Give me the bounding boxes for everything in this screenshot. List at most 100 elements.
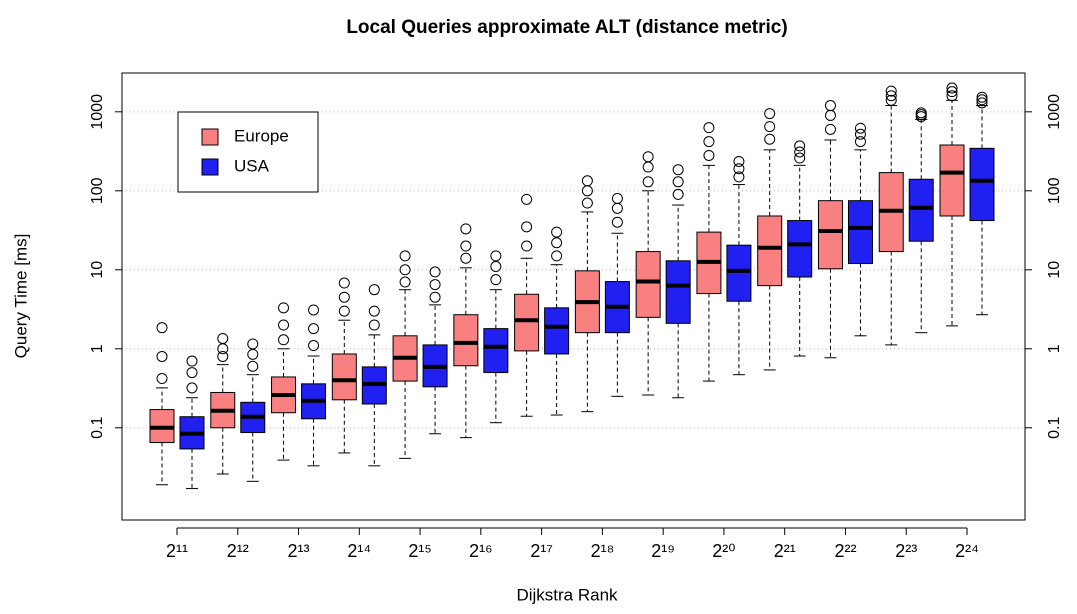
- x-tick-label: 2¹⁷: [530, 541, 553, 561]
- outlier: [703, 136, 715, 148]
- x-axis-label: Dijkstra Rank: [516, 585, 618, 604]
- outlier: [368, 305, 380, 317]
- x-tick-label: 2²¹: [774, 541, 796, 561]
- outlier: [247, 348, 259, 360]
- outlier: [338, 305, 350, 317]
- outlier: [399, 276, 411, 288]
- outlier: [672, 176, 684, 188]
- outlier: [794, 152, 806, 164]
- box: [969, 147, 995, 222]
- outlier: [368, 284, 380, 296]
- outlier: [885, 85, 897, 97]
- x-tick-label: 2¹¹: [166, 541, 188, 561]
- outlier: [521, 221, 533, 233]
- outlier: [672, 188, 684, 200]
- outlier: [915, 107, 927, 119]
- x-tick-label: 2¹³: [288, 541, 310, 561]
- box-group: [453, 223, 479, 439]
- legend-frame: [177, 111, 319, 193]
- box-group: [179, 355, 205, 490]
- box: [514, 293, 540, 352]
- outlier: [885, 94, 897, 106]
- box-group: [726, 155, 752, 376]
- outlier: [156, 373, 168, 385]
- box-group: [757, 108, 783, 371]
- outlier: [278, 334, 290, 346]
- outlier: [460, 252, 472, 264]
- x-tick-label: 2¹²: [227, 541, 249, 561]
- x-tick-label: 2¹⁹: [651, 541, 675, 561]
- outlier: [642, 176, 654, 188]
- box-group: [665, 164, 691, 399]
- outlier: [278, 302, 290, 314]
- box-group: [696, 122, 722, 382]
- box: [757, 215, 783, 287]
- outlier: [672, 164, 684, 176]
- outlier: [642, 161, 654, 173]
- box-group: [908, 107, 934, 334]
- outlier: [824, 123, 836, 135]
- outlier: [854, 128, 866, 140]
- box-group: [544, 226, 570, 416]
- outlier: [733, 171, 745, 183]
- outlier: [611, 192, 623, 204]
- outlier: [308, 340, 320, 352]
- y-tick-label: 100: [89, 177, 106, 204]
- x-tick-label: 2¹⁴: [347, 541, 371, 561]
- outlier: [217, 332, 229, 344]
- outlier: [854, 136, 866, 148]
- box: [331, 353, 357, 401]
- outlier: [581, 175, 593, 187]
- box-group: [149, 322, 175, 486]
- box: [817, 200, 843, 270]
- outlier: [551, 226, 563, 238]
- outlier: [247, 338, 259, 350]
- box: [453, 314, 479, 367]
- outlier: [156, 350, 168, 362]
- outlier: [186, 367, 198, 379]
- y2-tick-label: 1000: [1046, 94, 1063, 130]
- box-group: [787, 140, 813, 357]
- y-tick-label: 1: [89, 344, 106, 353]
- outlier: [338, 291, 350, 303]
- outlier: [551, 250, 563, 262]
- outlier: [611, 216, 623, 228]
- outlier: [946, 90, 958, 102]
- box: [908, 178, 934, 242]
- box: [847, 200, 873, 265]
- outlier: [399, 250, 411, 262]
- outlier: [460, 240, 472, 252]
- y-tick-label: 1000: [89, 94, 106, 130]
- outlier: [946, 86, 958, 98]
- box-group: [271, 302, 297, 461]
- x-tick-label: 2²⁴: [955, 541, 979, 561]
- x-tick-label: 2¹⁵: [408, 541, 431, 561]
- box: [635, 251, 661, 318]
- outlier: [733, 155, 745, 167]
- outlier: [490, 250, 502, 262]
- box: [939, 144, 965, 217]
- x-tick-label: 2²⁰: [712, 541, 735, 561]
- box-group: [939, 82, 965, 327]
- outlier: [460, 223, 472, 235]
- outlier: [278, 319, 290, 331]
- boxes: [149, 82, 995, 490]
- axes: 0.1 0.1 1 1 10 10 100 100 1000 1000 2¹¹ 2¹² 2¹³ 2¹⁴ 2¹…: [89, 94, 1063, 561]
- outlier: [186, 355, 198, 367]
- legend-swatch: [201, 128, 219, 146]
- x-tick-label: 2¹⁶: [469, 541, 492, 561]
- box-group: [635, 151, 661, 396]
- box-group: [331, 277, 357, 454]
- y-tick-label: 10: [89, 261, 106, 279]
- outlier: [764, 133, 776, 145]
- box: [787, 220, 813, 278]
- outlier: [794, 146, 806, 158]
- outlier: [521, 193, 533, 205]
- outlier: [551, 237, 563, 249]
- chart-title: Local Queries approximate ALT (distance …: [346, 17, 787, 38]
- box-group: [210, 332, 236, 475]
- box-group: [483, 250, 509, 424]
- outlier: [186, 382, 198, 394]
- box-group: [240, 338, 266, 482]
